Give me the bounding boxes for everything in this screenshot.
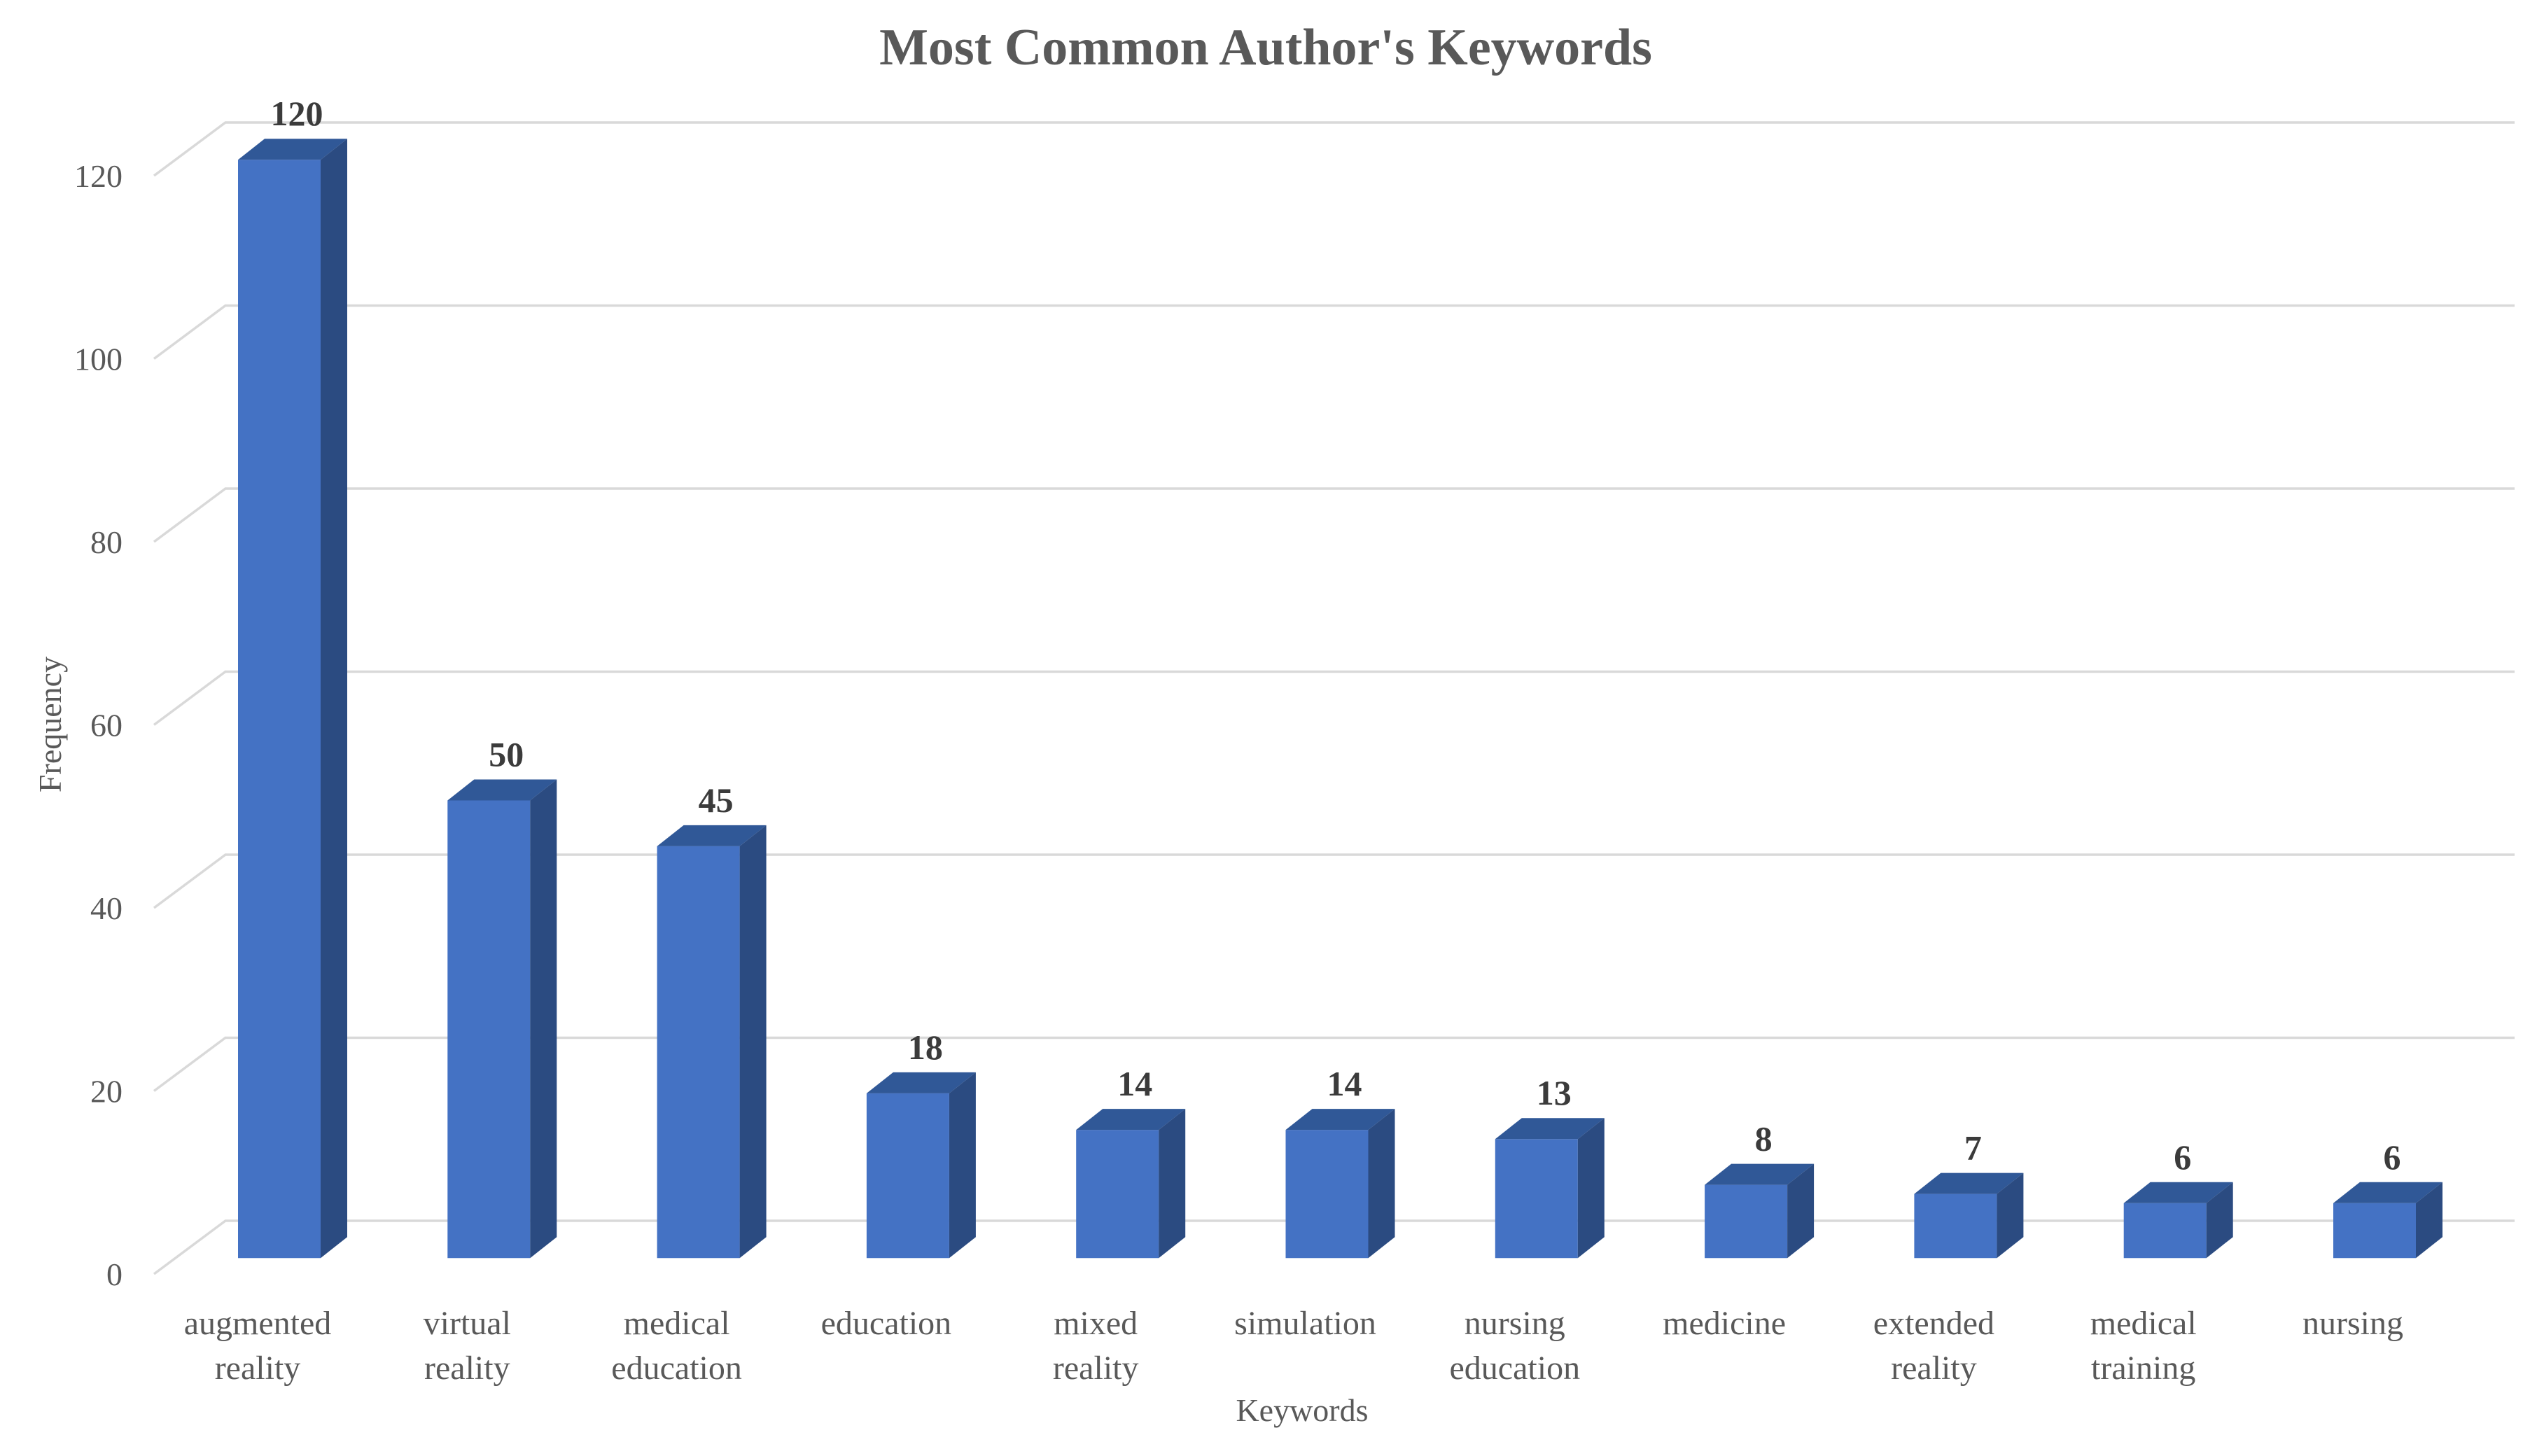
bar-side-face: [321, 139, 347, 1259]
bar-top-face: [657, 825, 767, 846]
bar-data-label: 6: [2384, 1138, 2401, 1177]
bar-front-face: [657, 846, 740, 1259]
gridline: [153, 121, 2515, 177]
bar: [447, 779, 557, 1259]
gridline: [153, 853, 2515, 909]
y-tick-label: 40: [90, 890, 123, 926]
bar-top-face: [2123, 1182, 2233, 1203]
bar-front-face: [1285, 1130, 1369, 1259]
category-label: nursing education: [1450, 1305, 1581, 1387]
bar-data-label: 18: [908, 1028, 943, 1067]
x-axis-category-labels: augmented reality virtual reality medical edu…: [184, 1305, 2403, 1387]
category-label: education: [821, 1305, 952, 1342]
bar: [2123, 1182, 2233, 1259]
bar-top-face: [1914, 1172, 2024, 1194]
bar-side-face: [530, 779, 557, 1259]
bar-side-face: [1368, 1109, 1395, 1259]
category-label: medical training: [2090, 1305, 2197, 1387]
bar-side-face: [1997, 1172, 2024, 1259]
y-axis-title: Frequency: [32, 657, 68, 792]
y-tick-label: 80: [90, 524, 123, 560]
bar-side-face: [2206, 1182, 2233, 1259]
bar-top-face: [1285, 1109, 1395, 1130]
bar-top-face: [447, 779, 557, 801]
bar-front-face: [1076, 1130, 1159, 1259]
bar-side-face: [2416, 1182, 2442, 1259]
bar: [657, 825, 767, 1259]
y-tick-label: 120: [74, 158, 123, 194]
gridline: [153, 304, 2515, 360]
bar-front-face: [1705, 1184, 1788, 1259]
bar-side-face: [1577, 1118, 1605, 1259]
bar-side-face: [1787, 1163, 1815, 1259]
bar-front-face: [1495, 1139, 1578, 1259]
gridline: [153, 670, 2515, 726]
category-label: medical education: [611, 1305, 742, 1387]
bar-top-face: [1705, 1163, 1815, 1185]
y-tick-label: 0: [106, 1256, 123, 1292]
data-labels-group: 120 50 45 18 14 14 13 8 7 6 6: [271, 94, 2401, 1177]
bar: [1076, 1109, 1186, 1259]
bar-front-face: [238, 160, 321, 1259]
bar: [238, 139, 347, 1259]
bar: [2333, 1182, 2442, 1259]
bar-side-face: [739, 825, 767, 1259]
y-tick-label: 100: [74, 342, 123, 377]
x-axis-title: Keywords: [1236, 1392, 1368, 1428]
category-label: virtual reality: [424, 1305, 511, 1387]
bar-top-face: [2333, 1182, 2442, 1203]
category-label: medicine: [1663, 1305, 1786, 1342]
category-label: simulation: [1234, 1305, 1376, 1342]
bar-side-face: [1159, 1109, 1186, 1259]
chart-title: Most Common Author's Keywords: [879, 19, 1652, 76]
bar-data-label: 13: [1537, 1073, 1572, 1112]
bar-front-face: [447, 800, 531, 1259]
bar-data-label: 45: [699, 780, 734, 820]
bar-data-label: 14: [1327, 1064, 1362, 1103]
y-axis-tick-labels: 0 20 40 60 80 100 120: [74, 158, 123, 1292]
gridlines-group: [153, 121, 2515, 1275]
bar-side-face: [949, 1072, 976, 1259]
category-label: extended reality: [1873, 1305, 1994, 1387]
bar-front-face: [2123, 1203, 2207, 1259]
bar: [866, 1072, 976, 1259]
bar-data-label: 50: [489, 734, 524, 774]
bar-data-label: 120: [271, 94, 323, 133]
bars-group: [238, 139, 2442, 1259]
category-label: mixed reality: [1053, 1305, 1139, 1387]
bar-data-label: 6: [2174, 1138, 2191, 1177]
bar: [1495, 1118, 1605, 1259]
bar-front-face: [866, 1093, 949, 1259]
bar-top-face: [866, 1072, 976, 1093]
bar-front-face: [1914, 1194, 1997, 1259]
bar: [1914, 1172, 2024, 1259]
bar-data-label: 7: [1964, 1128, 1982, 1168]
gridline: [153, 1036, 2515, 1092]
bar: [1705, 1163, 1815, 1259]
bar-data-label: 8: [1755, 1119, 1773, 1158]
gridline: [153, 487, 2515, 543]
bar-data-label: 14: [1117, 1064, 1152, 1103]
bar-front-face: [2333, 1203, 2416, 1259]
bar: [1285, 1109, 1395, 1259]
y-tick-label: 60: [90, 708, 123, 743]
category-label: nursing: [2302, 1305, 2403, 1342]
bar-top-face: [1495, 1118, 1605, 1140]
y-tick-label: 20: [90, 1074, 123, 1110]
bar-top-face: [1076, 1109, 1186, 1130]
bar-top-face: [238, 139, 347, 160]
category-label: augmented reality: [184, 1305, 332, 1387]
